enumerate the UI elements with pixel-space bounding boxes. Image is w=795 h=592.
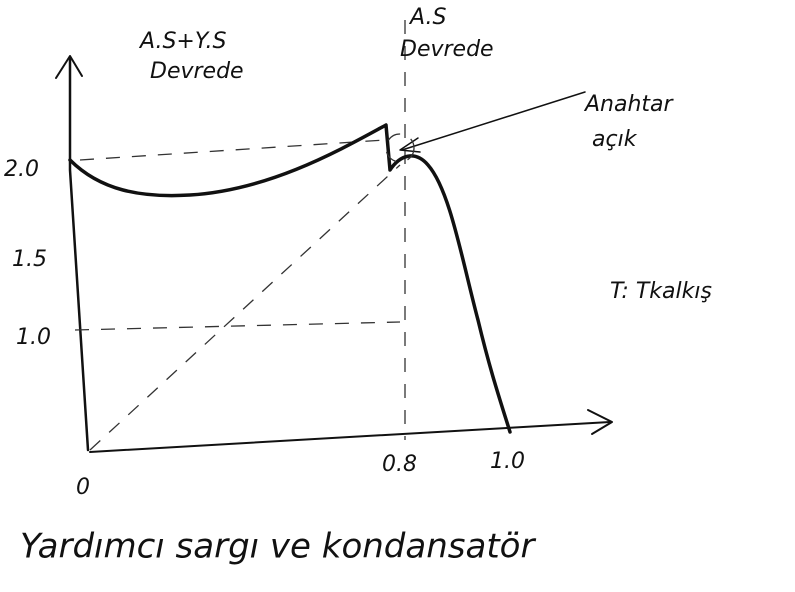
region-label: Devrede: [150, 59, 244, 84]
caption: Yardımcı sargı ve kondansatör: [20, 527, 536, 567]
guide-line: [90, 165, 400, 450]
y-axis: [70, 58, 88, 450]
note: Anahtar: [583, 92, 675, 117]
note: T: Tkalkış: [610, 279, 712, 304]
region-label: A.S+Y.S: [138, 29, 226, 54]
x-axis: [90, 422, 610, 452]
tick-label: 0.8: [382, 452, 417, 477]
tick-label: 2.0: [4, 157, 39, 182]
torque-curve: [70, 125, 510, 432]
origin-label: 0: [76, 475, 90, 500]
tick-label: 1.0: [490, 449, 525, 474]
region-label: A.S: [408, 5, 446, 30]
pointer: [402, 92, 585, 150]
note: açık: [592, 127, 638, 152]
sketch: A.S+Y.S Devrede A.S Devrede Anahtar açık…: [0, 0, 795, 592]
tick-label: 1.0: [16, 325, 51, 350]
guide-line: [75, 322, 400, 330]
region-label: Devrede: [400, 37, 494, 62]
tick-label: 1.5: [12, 247, 47, 272]
page: {"region_labels": {"both_windings": ["A.…: [0, 0, 795, 592]
